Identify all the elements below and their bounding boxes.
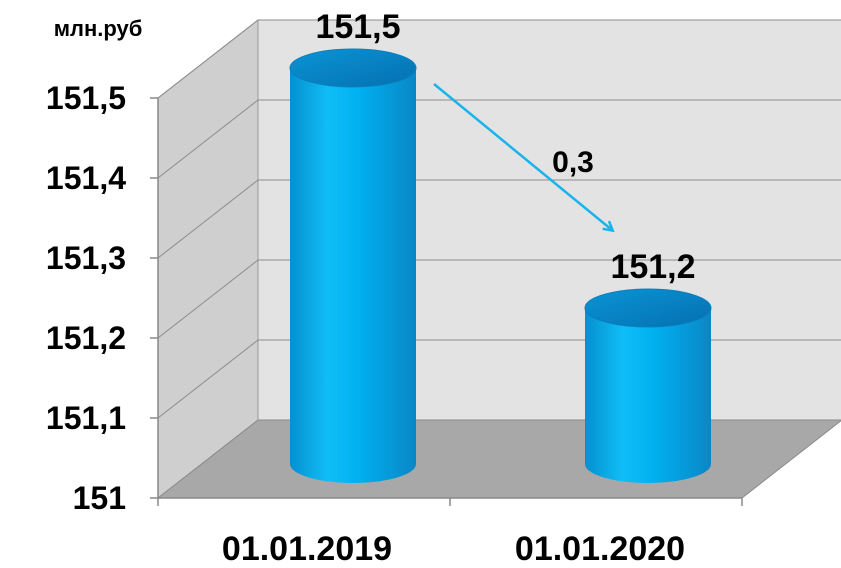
chart-floor <box>156 419 841 499</box>
x-category-label: 01.01.2020 <box>515 530 685 568</box>
y-tick-label: 151,2 <box>46 320 126 356</box>
y-tick-label: 151,3 <box>46 240 126 276</box>
y-axis-tick-labels: 151 151,1 151,2 151,3 151,4 151,5 <box>46 80 126 516</box>
y-tick-label: 151,5 <box>46 80 126 116</box>
gridline <box>157 19 259 99</box>
data-label: 151,5 <box>315 8 400 46</box>
bar-cylinder <box>584 288 712 483</box>
chart-side-wall <box>157 18 259 500</box>
data-label: 151,2 <box>610 248 695 286</box>
x-axis-ticks <box>157 498 743 506</box>
y-tick-label: 151,1 <box>46 400 126 436</box>
gridline <box>157 99 259 179</box>
y-tick-label: 151,4 <box>46 160 126 196</box>
bars <box>289 48 712 483</box>
x-category-label: 01.01.2019 <box>222 530 392 568</box>
change-label: 0,3 <box>552 146 594 179</box>
y-axis-ticks <box>150 97 158 499</box>
gridline <box>157 339 259 419</box>
decrease-arrow <box>433 83 612 230</box>
gridline <box>157 179 259 259</box>
y-axis-unit-label: млн.руб <box>54 16 143 41</box>
y-tick-label: 151 <box>73 480 126 516</box>
gridline <box>157 259 259 339</box>
bar-cylinder <box>289 48 417 483</box>
